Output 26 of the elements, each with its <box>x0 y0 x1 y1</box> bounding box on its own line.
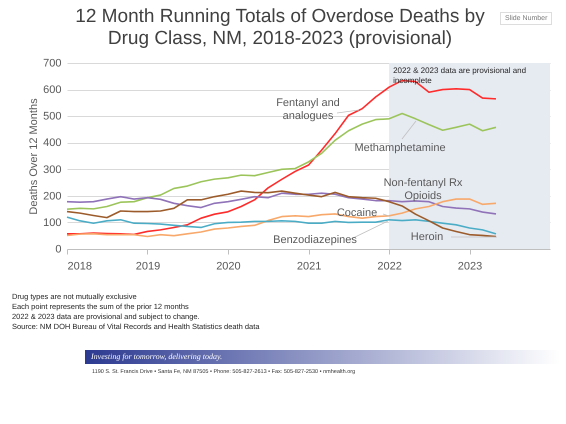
y-tick-label: 100 <box>43 216 62 229</box>
band-label: 2022 & 2023 data are provisional and incomplete <box>393 66 526 85</box>
y-tick-label: 400 <box>43 137 62 150</box>
line-series <box>66 192 497 215</box>
x-tick-label: 2021 <box>296 260 322 272</box>
x-tick-label: 2023 <box>458 260 482 272</box>
y-tick-label: 300 <box>43 164 62 176</box>
series-label: Benzodiazepines <box>273 234 358 246</box>
series-label: Heroin <box>410 231 444 243</box>
series-label: Methamphetamine <box>354 142 446 154</box>
y-tick-label: 600 <box>43 84 62 96</box>
text: Investing for tomorrow, delivering today. <box>85 350 561 364</box>
x-tick-label: 2019 <box>136 260 160 272</box>
y-tick-label: 200 <box>43 190 62 202</box>
y-tick-label: 700 <box>43 58 62 70</box>
series-label: Fentanyl and analogues <box>276 97 340 122</box>
y-tick-label: 0 <box>55 244 62 256</box>
x-tick-label: 2020 <box>216 260 241 272</box>
series-label: Cocaine <box>336 207 378 219</box>
x-tick-label: 2022 <box>377 260 402 272</box>
y-tick-label: 500 <box>43 110 62 123</box>
series-label: Non-fentanyl Rx Opioids <box>384 177 463 202</box>
x-tick-label: 2018 <box>68 260 92 272</box>
chart-title: 12 Month Running Totals of Overdose Deaths by Drug Class, NM, 2018-2023 (provisional) <box>74 6 486 50</box>
line-series <box>66 112 497 210</box>
y-axis-title: Deaths Over 12 Months <box>28 98 40 215</box>
